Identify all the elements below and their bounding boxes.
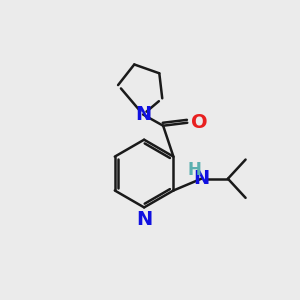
Text: N: N [193, 169, 209, 188]
Text: O: O [191, 113, 207, 132]
Text: N: N [136, 210, 152, 229]
Text: H: H [188, 161, 202, 179]
Text: N: N [135, 105, 151, 124]
